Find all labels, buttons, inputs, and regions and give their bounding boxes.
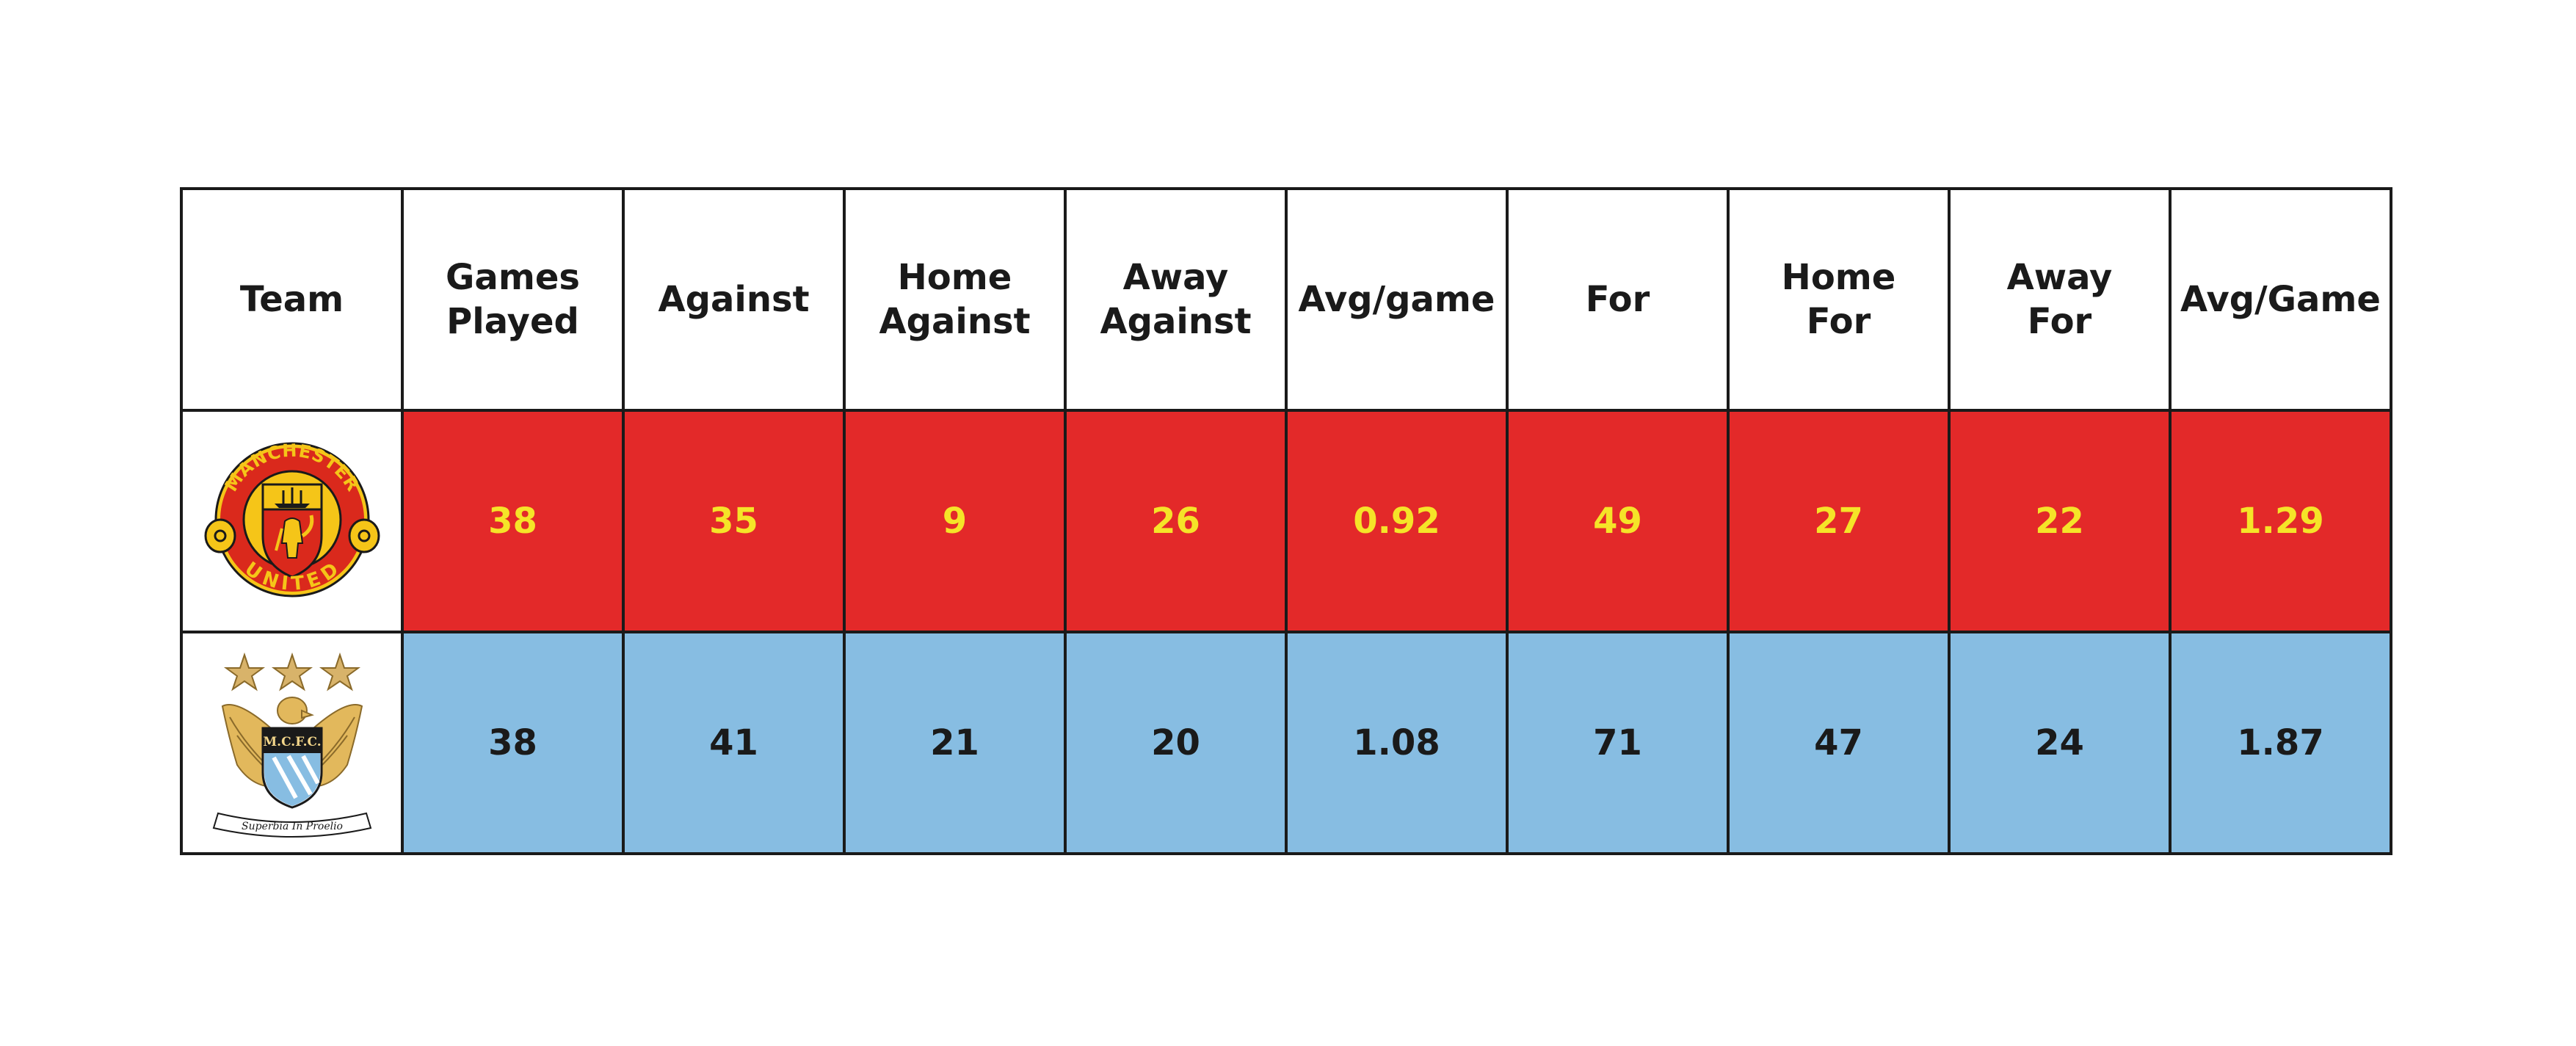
city-against: 41	[622, 631, 846, 855]
header-avg-game-against: Avg/game	[1285, 187, 1509, 412]
united-away-for: 22	[1948, 409, 2172, 633]
header-home-against: Home Against	[843, 187, 1067, 412]
header-for: For	[1506, 187, 1730, 412]
city-home-against: 21	[843, 631, 1067, 855]
united-avg-game-against: 0.92	[1285, 409, 1509, 633]
manchester-city-crest-icon: M.C.F.C. Superbia In Proelio	[212, 652, 371, 838]
header-away-against: Away Against	[1064, 187, 1288, 412]
united-away-against: 26	[1064, 409, 1288, 633]
city-avg-game-for: 1.87	[2169, 631, 2392, 855]
manchester-city-crest-motto-text: Superbia In Proelio	[242, 821, 343, 832]
city-avg-game-against: 1.08	[1285, 631, 1509, 855]
header-team: Team	[180, 187, 404, 412]
header-label: Away Against	[1100, 257, 1252, 342]
manchester-city-crest-shield-text: M.C.F.C.	[263, 735, 321, 749]
united-for: 49	[1506, 409, 1730, 633]
header-label: Home For	[1781, 257, 1896, 342]
header-label: Avg/Game	[2180, 279, 2381, 320]
header-label: Home Against	[879, 257, 1031, 342]
header-label: Avg/game	[1298, 279, 1495, 320]
header-against: Against	[622, 187, 846, 412]
stats-table: Team Games Played Against Home Against A…	[180, 187, 2392, 855]
header-label: Games Played	[446, 257, 580, 342]
city-away-against: 20	[1064, 631, 1288, 855]
header-home-for: Home For	[1727, 187, 1951, 412]
united-games-played: 38	[401, 409, 625, 633]
header-label: Against	[658, 279, 810, 320]
header-label: For	[1585, 279, 1650, 320]
united-against: 35	[622, 409, 846, 633]
city-home-for: 47	[1727, 631, 1951, 855]
united-home-against: 9	[843, 409, 1067, 633]
manchester-united-crest: MANCHESTER UNITED	[180, 409, 404, 633]
united-avg-game-for: 1.29	[2169, 409, 2392, 633]
header-away-for: Away For	[1948, 187, 2172, 412]
table-row-manchester-united: MANCHESTER UNITED 38 35 9 26 0.92 49 27 …	[180, 409, 2392, 633]
manchester-city-crest: M.C.F.C. Superbia In Proelio	[180, 631, 404, 855]
header-row: Team Games Played Against Home Against A…	[180, 187, 2392, 412]
header-games-played: Games Played	[401, 187, 625, 412]
city-games-played: 38	[401, 631, 625, 855]
manchester-united-crest-icon: MANCHESTER UNITED	[204, 440, 380, 598]
city-away-for: 24	[1948, 631, 2172, 855]
header-label: Away For	[2006, 257, 2113, 342]
table-row-manchester-city: M.C.F.C. Superbia In Proelio 38 41 21 20…	[180, 631, 2392, 855]
header-label: Team	[239, 279, 344, 320]
header-avg-game-for: Avg/Game	[2169, 187, 2392, 412]
city-for: 71	[1506, 631, 1730, 855]
united-home-for: 27	[1727, 409, 1951, 633]
